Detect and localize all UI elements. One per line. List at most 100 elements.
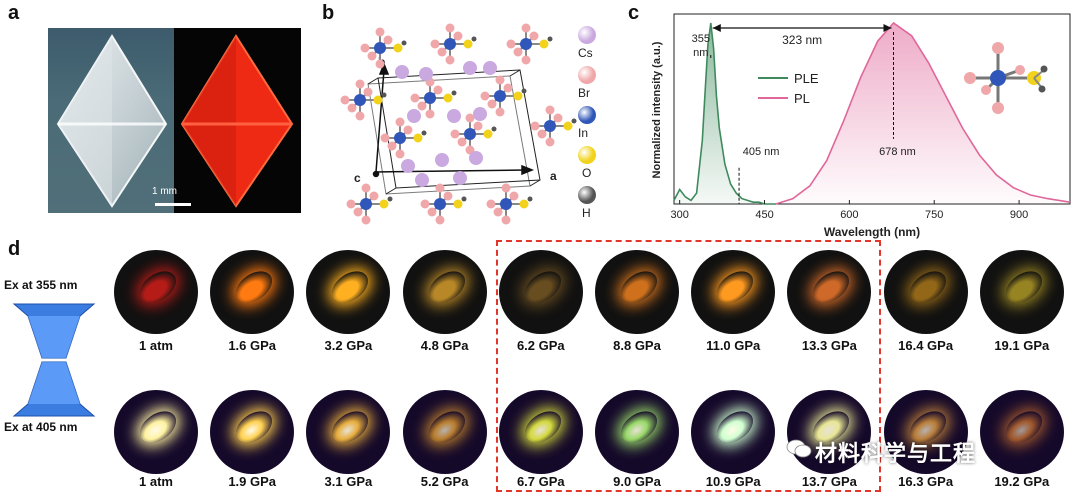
- ex405-label: 405 nm: [743, 146, 780, 158]
- y-axis-label: Normalized intensity (a.u.): [651, 41, 663, 178]
- octahedron: [360, 27, 407, 69]
- pressure-label-row2-2: 1.9 GPa: [228, 474, 277, 489]
- ple-peak-unit: nm: [693, 47, 708, 59]
- emission-spot: [999, 404, 1048, 450]
- series-line-pl: [775, 21, 1071, 205]
- octahedron: [380, 117, 427, 159]
- pressure-label-row2-3: 3.1 GPa: [324, 474, 373, 489]
- pressure-image-row2-1: [114, 390, 198, 474]
- x-tick-label: 600: [840, 209, 858, 221]
- wechat-icon: [786, 439, 812, 458]
- cs-atom: [419, 67, 433, 81]
- legend-atom-cs: [578, 26, 596, 44]
- emission-spot: [903, 264, 952, 310]
- axis-arrows: [372, 61, 535, 178]
- octahedron: [340, 79, 387, 121]
- pressure-image-row1-2: [210, 250, 295, 334]
- scale-bar: [155, 203, 191, 206]
- pl-peak-label: 678 nm: [879, 146, 916, 158]
- inset-molecule: [964, 42, 1048, 114]
- axis-label-c: c: [354, 171, 361, 185]
- legend-atom-br: [578, 66, 596, 84]
- diamond-anvil-icon: [12, 303, 96, 417]
- emission-spot: [230, 404, 279, 450]
- series-area-pl: [775, 23, 1070, 204]
- cs-atom: [447, 109, 461, 123]
- octahedron: [410, 77, 457, 119]
- legend-label-pl: PL: [794, 91, 810, 106]
- cs-atom-group: [395, 61, 497, 187]
- cs-atom: [463, 61, 477, 75]
- cs-atom: [395, 65, 409, 79]
- cs-atom: [407, 109, 421, 123]
- pressure-image-row1-5: [498, 250, 583, 334]
- highlight-box: [496, 240, 881, 492]
- legend-label-h: H: [582, 206, 591, 220]
- emission-spot: [807, 264, 856, 310]
- shift-arrow-head-right: [883, 24, 892, 32]
- legend-label-in: In: [578, 126, 589, 140]
- panel-label-d: d: [8, 238, 21, 260]
- panel-label-b: b: [322, 2, 335, 24]
- emission-spot: [711, 404, 760, 450]
- pressure-label-row1-1: 1 atm: [139, 338, 173, 353]
- emission-spot: [134, 404, 182, 450]
- octahedron: [506, 23, 553, 65]
- pressure-label-row1-2: 1.6 GPa: [228, 338, 277, 353]
- pressure-label-row2-7: 10.9 GPa: [705, 474, 761, 489]
- x-axis-label: Wavelength (nm): [824, 225, 920, 239]
- pressure-image-row2-8: [787, 390, 872, 474]
- pressure-label-row1-8: 13.3 GPa: [801, 338, 857, 353]
- crystal-photo-luminescence: [174, 28, 301, 213]
- pressure-label-row2-6: 9.0 GPa: [613, 474, 661, 489]
- pressure-image-row1-4: [402, 250, 487, 334]
- pressure-label-row2-4: 5.2 GPa: [420, 474, 469, 489]
- octahedron: [346, 183, 393, 225]
- legend-atom-o: [578, 146, 596, 164]
- pressure-label-row1-6: 8.8 GPa: [613, 338, 661, 353]
- pressure-image-row2-3: [306, 390, 391, 474]
- emission-spot: [230, 264, 279, 310]
- cs-atom: [401, 159, 415, 173]
- excitation-label-355: Ex at 355 nm: [4, 278, 78, 292]
- octahedron: [420, 183, 467, 225]
- octahedron: [430, 23, 477, 65]
- spectra-chart: 300 450 600 750 900 PLE PL 323 nm 355 nm 405 nm 67…: [651, 13, 1071, 239]
- pressure-image-row2-6: [595, 390, 679, 474]
- scale-bar-label: 1 mm: [152, 186, 177, 197]
- crystal-photo: [48, 28, 301, 213]
- crystal-photo-white-light: [48, 28, 174, 213]
- cs-atom: [415, 173, 429, 187]
- cs-atom: [473, 107, 487, 121]
- cs-atom: [469, 151, 483, 165]
- x-tick-label: 900: [1010, 209, 1028, 221]
- pressure-label-row2-1: 1 atm: [139, 474, 173, 489]
- shift-label: 323 nm: [782, 33, 822, 47]
- legend-label-o: O: [582, 166, 592, 180]
- crystal-structure-diagram: b a c: [340, 23, 577, 225]
- pressure-image-row2-7: [691, 390, 776, 474]
- pressure-image-row1-10: [979, 250, 1064, 334]
- octahedron: [450, 113, 497, 155]
- emission-spot: [999, 264, 1048, 310]
- pressure-image-row2-4: [402, 390, 487, 474]
- x-tick-label: 750: [925, 209, 943, 221]
- octahedron: [530, 105, 577, 147]
- ple-peak-label: 355: [692, 33, 710, 45]
- pressure-label-row2-10: 19.2 GPa: [994, 474, 1050, 489]
- pressure-image-row1-6: [595, 250, 679, 334]
- pressure-image-row1-1: [114, 250, 198, 334]
- octahedron: [486, 183, 533, 225]
- emission-spot: [422, 264, 471, 310]
- panel-label-a: a: [8, 2, 20, 24]
- cs-atom: [453, 171, 467, 185]
- emission-spot: [326, 404, 375, 450]
- pressure-image-row1-7: [691, 250, 776, 334]
- legend-label-ple: PLE: [794, 71, 819, 86]
- pressure-label-row2-9: 16.3 GPa: [898, 474, 954, 489]
- pressure-label-row1-9: 16.4 GPa: [898, 338, 954, 353]
- emission-spot: [615, 404, 663, 450]
- emission-spot: [518, 404, 567, 450]
- x-tick-label: 300: [670, 209, 688, 221]
- emission-spot: [422, 404, 471, 450]
